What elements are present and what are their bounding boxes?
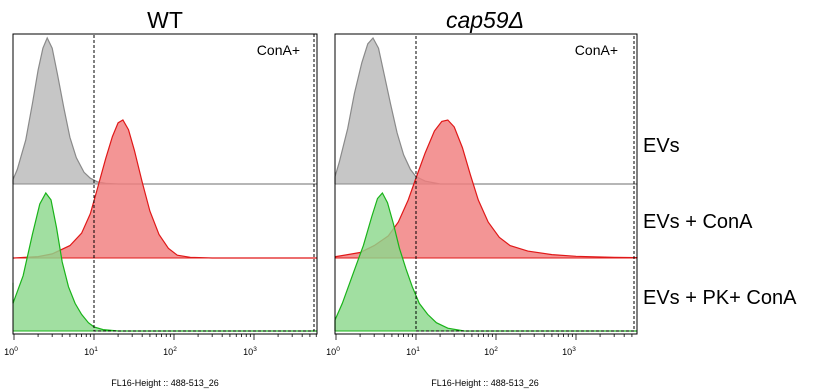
x-tick-label-0-wt: 100 (4, 346, 18, 357)
x-axis-wt: 100 101 102 103 (4, 334, 317, 357)
panel-cap59: cap59Δ ConA+ 100 101 102 103 FL16-Height ::… (326, 7, 638, 388)
x-tick-label-0-cap59: 100 (326, 346, 340, 357)
x-tick-label-3-cap59: 103 (562, 346, 576, 357)
x-axis-label-wt: FL16-Height :: 488-513_26 (111, 378, 219, 388)
histogram-layers-cap59 (334, 36, 638, 332)
histogram-line-evs-cona-wt (13, 119, 317, 259)
histogram-line-evs-pk-cona-cap59 (334, 191, 637, 332)
x-axis-label-cap59: FL16-Height :: 488-513_26 (431, 378, 539, 388)
row-label-evs-pk-cona: EVs + PK+ ConA (643, 287, 797, 309)
gate-conA-plus-wt (93, 33, 315, 332)
x-tick-label-2-cap59: 102 (484, 346, 498, 357)
x-tick-label-1-cap59: 101 (406, 346, 420, 357)
gate-label-cap59: ConA+ (575, 42, 618, 58)
x-axis-cap59: 100 101 102 103 (326, 334, 633, 357)
row-label-evs-cona: EVs + ConA (643, 211, 753, 233)
panel-wt: WT ConA+ 100 101 102 103 FL16-Height :: 488… (4, 7, 318, 388)
row-label-evs: EVs (643, 135, 680, 157)
histogram-line-evs-wt (12, 36, 317, 185)
histogram-fill-evs-pk-cona-wt (13, 193, 317, 331)
gate-label-wt: ConA+ (257, 42, 300, 58)
gate-conA-plus-cap59 (415, 33, 635, 332)
histogram-line-evs-pk-cona-wt (12, 191, 317, 332)
x-tick-label-2-wt: 102 (163, 346, 177, 357)
x-tick-label-1-wt: 101 (84, 346, 98, 357)
panel-title-cap59: cap59Δ (446, 7, 524, 33)
histogram-fill-evs-wt (13, 38, 317, 184)
histogram-fill-evs-pk-cona-cap59 (335, 193, 637, 331)
histogram-layers-wt (12, 36, 317, 332)
panel-title-wt: WT (147, 7, 183, 33)
histogram-fill-evs-cap59 (335, 38, 637, 184)
histogram-fill-evs-cona-wt (13, 120, 317, 258)
histogram-fill-evs-cona-cap59 (335, 120, 637, 258)
x-tick-label-3-wt: 103 (243, 346, 257, 357)
